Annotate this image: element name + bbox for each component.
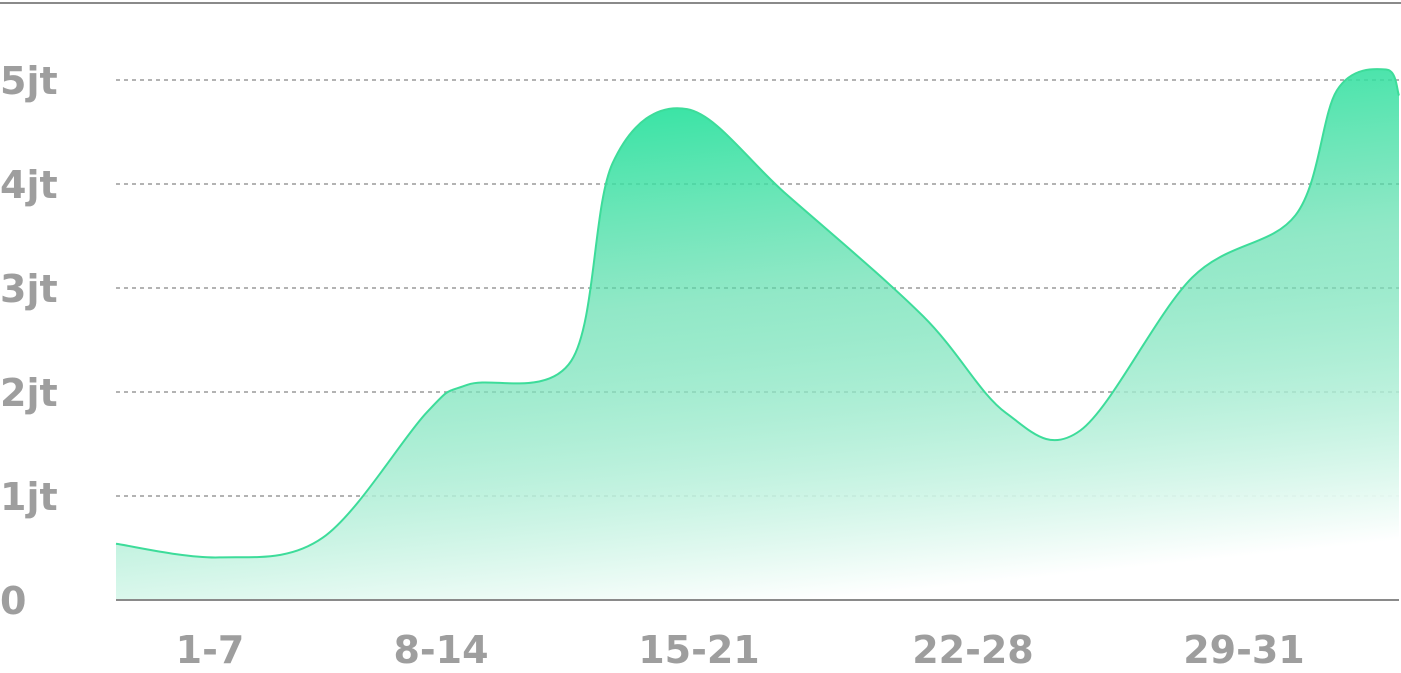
x-tick-label-4: 29-31 (1183, 628, 1305, 672)
x-tick-label-2: 15-21 (638, 628, 760, 672)
series-line (115, 68, 1400, 559)
y-tick-label-0: 0 (0, 579, 26, 623)
y-tick-label-4: 4jt (0, 163, 58, 207)
y-axis-tick-labels: 0 1jt 2jt 3jt 4jt 5jt (0, 59, 58, 623)
y-tick-label-5: 5jt (0, 59, 58, 103)
area-series (115, 68, 1400, 601)
y-tick-label-3: 3jt (0, 267, 58, 311)
x-tick-label-3: 22-28 (912, 628, 1034, 672)
x-tick-label-1: 8-14 (393, 628, 488, 672)
y-tick-label-2: 2jt (0, 371, 58, 415)
x-tick-label-0: 1-7 (176, 628, 245, 672)
area-fill (116, 69, 1399, 601)
x-axis-tick-labels: 1-7 8-14 15-21 22-28 29-31 (176, 628, 1305, 672)
y-tick-label-1: 1jt (0, 475, 58, 519)
